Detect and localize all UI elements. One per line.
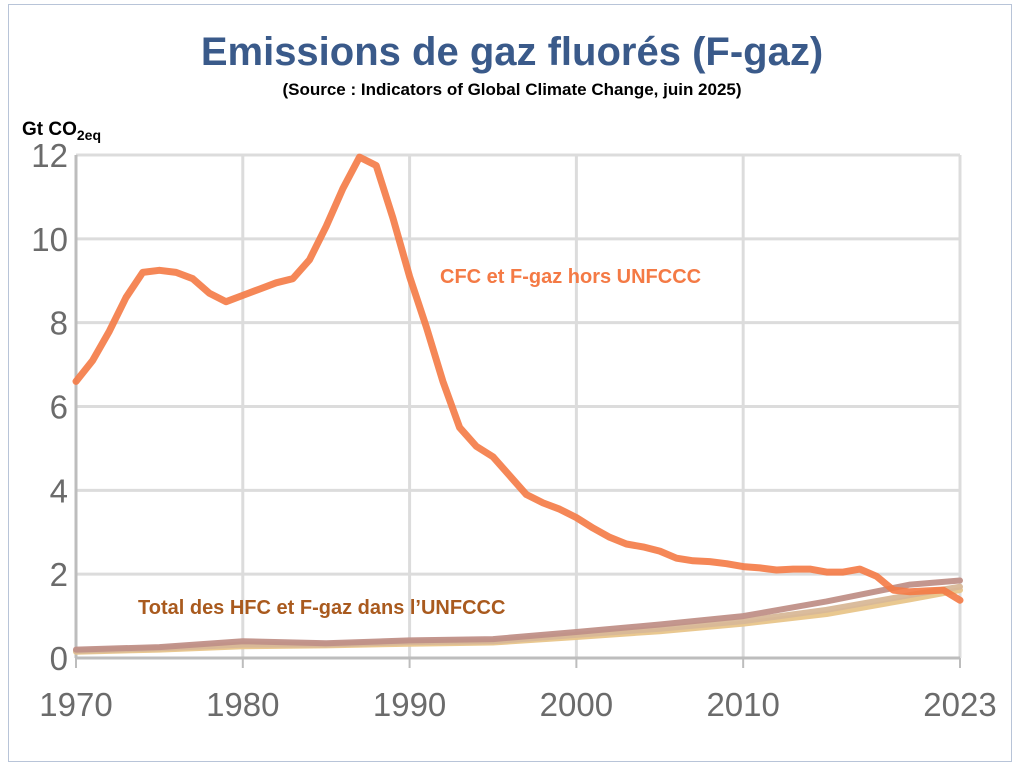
annotation-unfccc: Total des HFC et F-gaz dans l’UNFCCC (138, 597, 505, 619)
gridlines (76, 153, 962, 658)
y-tick-label: 2 (50, 556, 68, 593)
y-tick-label: 10 (31, 221, 68, 258)
x-tick-label: 2000 (540, 686, 613, 723)
axes (74, 155, 961, 668)
series-lines (72, 153, 964, 655)
x-tick-label: 1970 (39, 686, 112, 723)
chart-title: Emissions de gaz fluorés (F-gaz) (200, 30, 824, 74)
x-tick-label: 2023 (923, 686, 996, 723)
chart-subtitle: (Source : Indicators of Global Climate C… (282, 80, 742, 99)
y-tick-label: 8 (50, 305, 68, 342)
tick-labels: 0 2 4 6 8 10 12 1970 1980 1990 2000 2010 2023 (31, 137, 996, 723)
series-line-2 (73, 577, 963, 653)
y-tick-label: 0 (50, 640, 68, 677)
y-axis-unit-label: Gt CO2eq (22, 119, 101, 143)
series-line-1 (72, 153, 964, 604)
y-tick-label: 12 (31, 137, 68, 174)
annotation-cfc: CFC et F-gaz hors UNFCCC (440, 266, 701, 288)
y-tick-label: 6 (50, 389, 68, 426)
y-tick-label: 4 (50, 472, 68, 509)
annotations: CFC et F-gaz hors UNFCCC Total des HFC et… (138, 266, 701, 619)
x-tick-label: 1980 (206, 686, 279, 723)
y-axis-unit-subscript: 2eq (76, 126, 102, 143)
x-tick-label: 1990 (373, 686, 446, 723)
y-axis-unit-text: Gt CO (22, 119, 77, 140)
x-tick-label: 2010 (706, 686, 779, 723)
